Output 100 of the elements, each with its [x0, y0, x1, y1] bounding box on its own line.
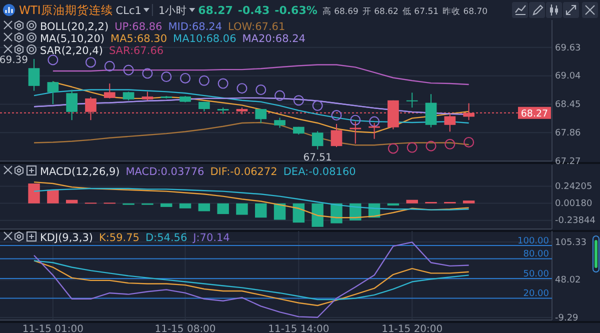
text: MA10:68.06 — [173, 33, 237, 45]
series-label: DEA:-0.08160 — [283, 166, 356, 178]
point — [218, 78, 228, 89]
text: MA5:68.30 — [110, 33, 168, 45]
text: CLc1 — [116, 5, 142, 17]
line-series — [33, 242, 470, 318]
bar — [160, 203, 172, 207]
y-tick-label: 67.86 — [555, 128, 582, 138]
text: 低 67.51 — [402, 6, 439, 17]
candlestick — [406, 92, 418, 108]
y-tick-label: 0.00180 — [555, 199, 592, 210]
annotation: MACD:0.03776 — [126, 166, 204, 178]
point — [142, 68, 153, 79]
x-tick-label: 11-15 14:00 — [268, 324, 330, 333]
annotation: KDJ(9,3,3) — [40, 232, 93, 244]
annotation: SAR(2,20,4) — [40, 45, 103, 57]
text: MA20:68.24 — [242, 33, 306, 45]
x-tick-label: 11-15 20:00 — [382, 324, 443, 333]
candlestick — [274, 117, 286, 128]
point — [426, 140, 436, 152]
ref-line-label: 100.00 — [518, 236, 550, 247]
text: 昨收 68.70 — [442, 6, 488, 17]
candlestick — [330, 123, 342, 148]
point — [256, 84, 266, 96]
bar — [236, 203, 248, 215]
text: -0.63% — [274, 4, 318, 17]
bar — [274, 203, 286, 220]
bar — [462, 200, 475, 204]
point — [369, 116, 380, 127]
text: 开 68.62 — [362, 7, 398, 17]
bar — [66, 200, 78, 204]
bar — [28, 183, 40, 204]
annotation: BOLL(20,2,2) — [40, 21, 109, 33]
point — [161, 72, 172, 82]
point — [388, 143, 398, 154]
text: LOW:67.61 — [228, 21, 286, 33]
candlestick — [66, 89, 78, 121]
point — [198, 75, 210, 86]
text: J:70.14 — [192, 232, 230, 244]
text: -0.43 — [238, 4, 270, 17]
annotation: MA(5,10,20) — [40, 33, 105, 45]
candlestick — [47, 80, 59, 105]
point — [236, 83, 248, 94]
series-label: DIF:-0.06272 — [210, 166, 278, 178]
ref-line-label: 20.00 — [523, 289, 550, 300]
point — [123, 64, 134, 76]
point — [274, 90, 286, 101]
annotation: 69.39 — [0, 54, 28, 66]
text: 1小时 — [158, 4, 188, 17]
point — [85, 57, 96, 68]
x-tick-label: 11-15 01:00 — [22, 324, 84, 333]
y-tick-label: 68.45 — [555, 100, 581, 110]
y-tick-label: 67.27 — [555, 156, 581, 167]
bar — [217, 203, 229, 214]
point — [293, 95, 304, 106]
text: 68.27 — [198, 4, 233, 17]
series-label: SAR:67.66 — [108, 45, 164, 57]
point — [180, 72, 191, 84]
bar — [255, 203, 267, 218]
text: UP:68.86 — [114, 21, 163, 33]
y-tick-label: 48.02 — [555, 276, 581, 286]
line-series — [33, 181, 470, 218]
x-tick-label: 11-15 08:00 — [154, 324, 216, 333]
point — [331, 110, 342, 121]
annotation: MACD(12,26,9) — [40, 166, 120, 178]
point — [406, 142, 418, 153]
ref-line-label: 80.00 — [523, 250, 550, 260]
line-series — [33, 122, 470, 146]
bar — [406, 200, 418, 204]
text: K:59.75 — [98, 232, 140, 244]
bar — [312, 203, 324, 227]
y-tick-label: -0.23844 — [555, 216, 596, 226]
point — [350, 114, 361, 126]
bar — [292, 203, 305, 223]
ref-line-label: 50.00 — [523, 269, 550, 280]
candlestick — [425, 94, 437, 128]
chart-title: WTI原油期货连续 — [19, 3, 113, 17]
point — [48, 54, 58, 66]
text: D:54.56 — [145, 232, 188, 244]
line-series — [52, 64, 470, 86]
candlestick — [104, 83, 116, 99]
text: MID:68.24 — [168, 21, 222, 33]
y-tick-label: 69.04 — [555, 72, 582, 82]
y-tick-label: 69.63 — [555, 43, 581, 54]
point — [444, 138, 456, 150]
candlestick — [255, 108, 267, 124]
bar — [179, 203, 192, 208]
ref-line-label: 68.27 — [520, 108, 548, 120]
annotation: 67.51 — [303, 152, 332, 164]
y-tick-label: 105.33 — [555, 238, 586, 248]
bar — [198, 203, 210, 212]
bar — [47, 190, 59, 204]
point — [312, 100, 323, 111]
y-tick-label: 0.24205 — [555, 182, 592, 192]
point — [104, 60, 115, 72]
point — [464, 136, 474, 148]
bar — [387, 203, 400, 206]
text: 高 68.69 — [322, 6, 358, 17]
line-series — [33, 188, 470, 210]
y-tick-label: -9.29 — [555, 313, 579, 324]
